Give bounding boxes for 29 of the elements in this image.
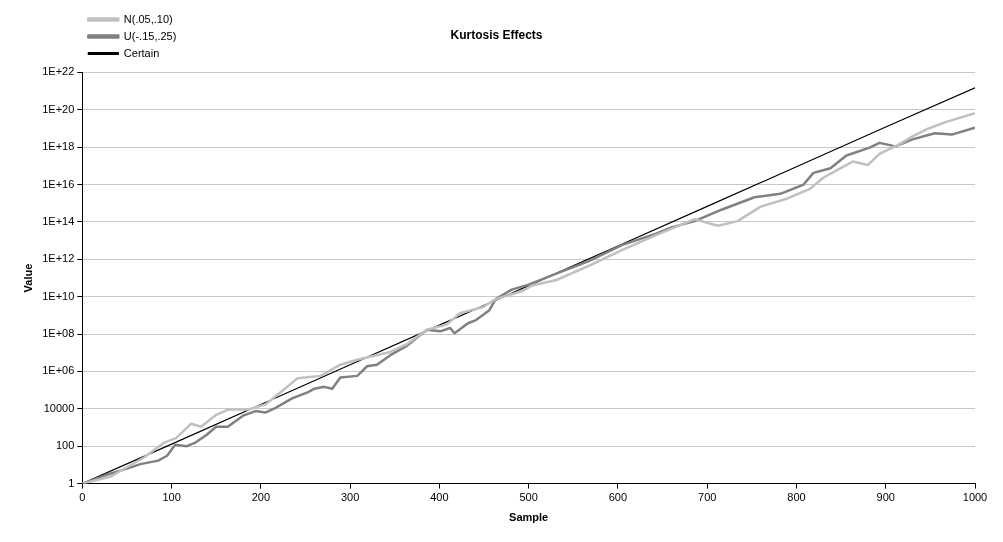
y-tick-label: 1E+18 bbox=[42, 140, 75, 153]
x-tick-label: 300 bbox=[340, 491, 360, 504]
legend-label: N(.05,.10) bbox=[123, 12, 173, 25]
legend-label: Certain bbox=[123, 46, 160, 59]
x-axis-title: Sample bbox=[509, 511, 549, 524]
x-tick-label: 200 bbox=[251, 491, 271, 504]
y-tick-label: 1E+16 bbox=[42, 177, 75, 190]
y-tick-label: 1E+14 bbox=[42, 214, 75, 227]
x-tick-label: 600 bbox=[608, 491, 628, 504]
x-tick-label: 0 bbox=[79, 491, 86, 504]
x-tick-label: 800 bbox=[787, 491, 806, 504]
y-tick-label: 1E+12 bbox=[42, 252, 75, 265]
y-tick-label: 1E+08 bbox=[42, 327, 75, 340]
x-tick-label: 700 bbox=[698, 491, 717, 504]
x-tick-label: 900 bbox=[876, 491, 895, 504]
y-tick-label: 1E+06 bbox=[42, 364, 75, 377]
legend-label: U(-.15,.25) bbox=[123, 29, 177, 42]
x-tick-label: 500 bbox=[519, 491, 538, 504]
x-tick-label: 100 bbox=[162, 491, 181, 504]
y-tick-label: 1 bbox=[68, 476, 75, 489]
chart-title: Kurtosis Effects bbox=[450, 27, 543, 42]
y-tick-label: 1E+10 bbox=[42, 289, 75, 302]
y-tick-label: 1E+22 bbox=[42, 65, 75, 78]
y-tick-label: 100 bbox=[55, 439, 75, 452]
y-axis-title: Value bbox=[21, 263, 34, 293]
y-tick-label: 1E+20 bbox=[42, 102, 75, 115]
x-tick-label: 400 bbox=[430, 491, 449, 504]
x-tick-label: 1000 bbox=[962, 491, 988, 504]
y-tick-label: 10000 bbox=[43, 401, 75, 414]
